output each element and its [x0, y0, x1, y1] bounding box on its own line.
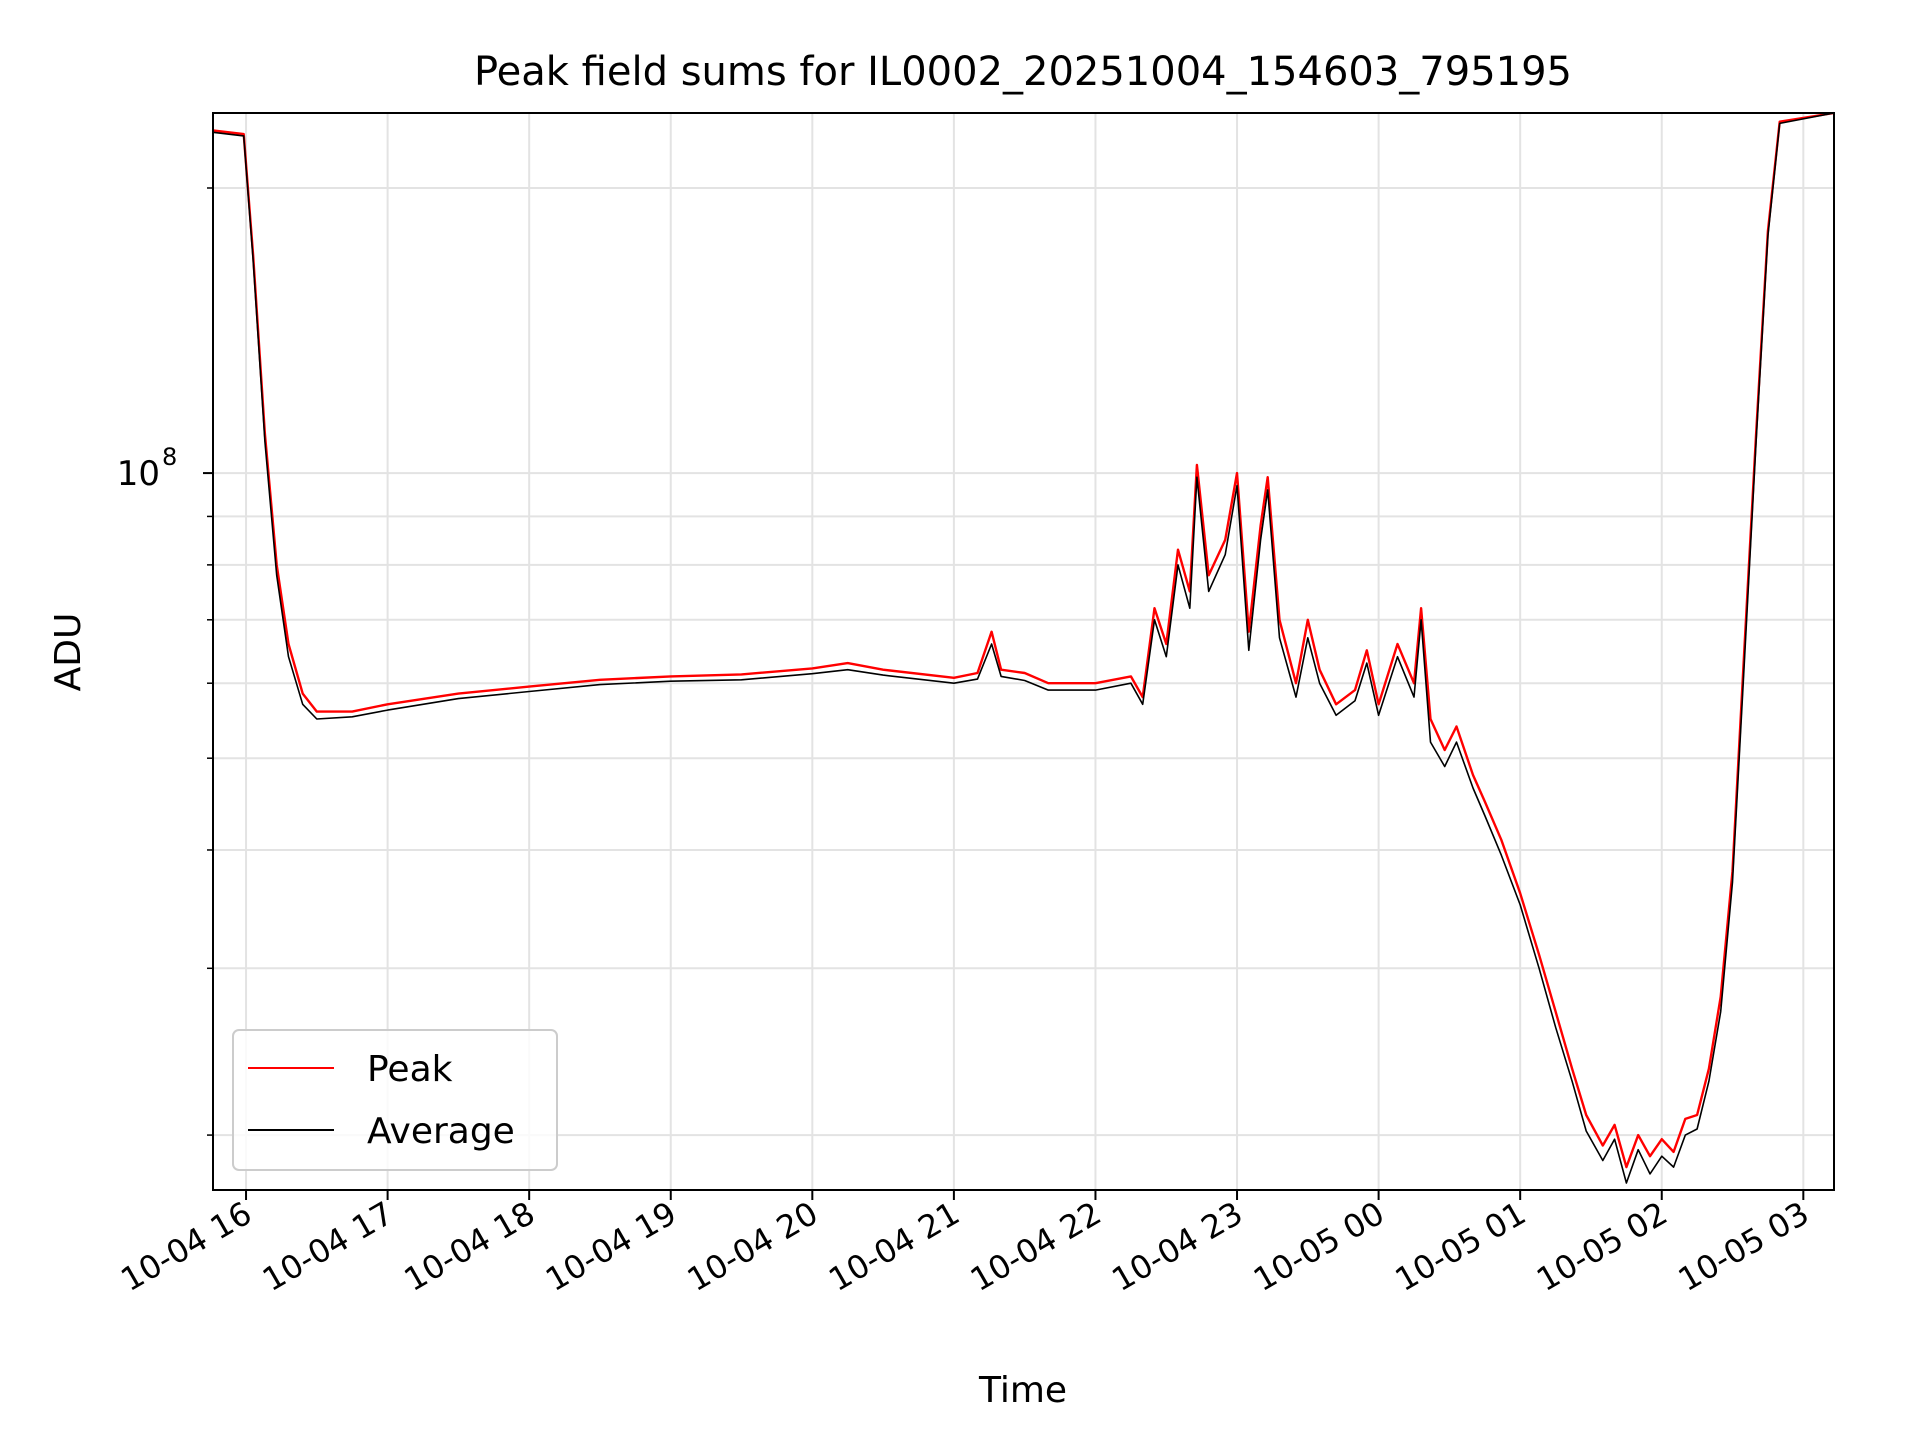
- legend: Peak Average: [232, 1029, 558, 1171]
- chart-title: Peak field sums for IL0002_20251004_1546…: [474, 49, 1572, 95]
- plot-frame: [212, 112, 1835, 1191]
- y-tick-exponent: 8: [162, 443, 177, 471]
- y-axis-ticks: 10 8: [117, 187, 213, 1136]
- y-axis-label: ADU: [48, 613, 89, 692]
- legend-label-peak: Peak: [367, 1049, 453, 1090]
- series-line-average: [212, 112, 1835, 1184]
- series-line-peak: [212, 111, 1835, 1169]
- grid-lines: [213, 113, 1834, 1190]
- legend-box: [232, 1029, 558, 1171]
- legend-label-average: Average: [367, 1111, 515, 1152]
- series-lines: [212, 111, 1835, 1184]
- x-axis-label: Time: [978, 1370, 1067, 1411]
- y-tick-label: 10: [117, 454, 160, 494]
